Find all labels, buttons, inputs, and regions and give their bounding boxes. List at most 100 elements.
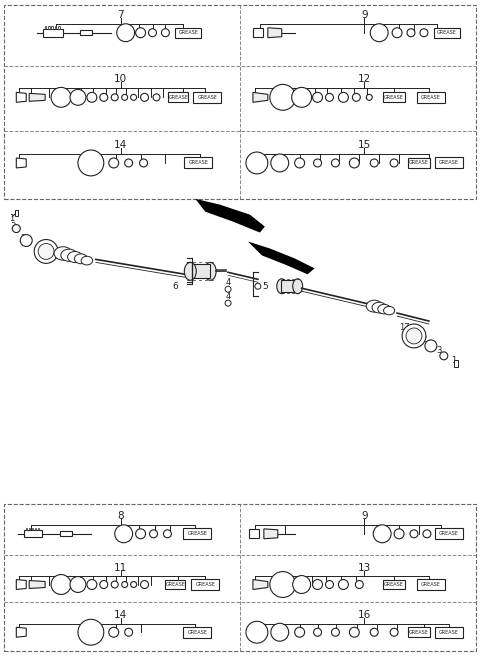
Bar — [435, 157, 463, 169]
Text: 9: 9 — [361, 511, 368, 521]
Circle shape — [370, 159, 378, 167]
Circle shape — [293, 575, 311, 594]
PathPatch shape — [195, 199, 265, 233]
Circle shape — [423, 530, 431, 538]
Circle shape — [111, 94, 118, 101]
Text: GREASE: GREASE — [384, 582, 404, 587]
Circle shape — [111, 581, 118, 588]
Circle shape — [136, 28, 145, 37]
Bar — [408, 158, 430, 168]
Circle shape — [390, 628, 398, 636]
Circle shape — [370, 24, 388, 42]
Ellipse shape — [184, 262, 196, 280]
Text: GREASE: GREASE — [197, 95, 217, 100]
Circle shape — [332, 159, 339, 167]
Circle shape — [313, 628, 322, 636]
Text: 9: 9 — [361, 10, 368, 20]
Polygon shape — [29, 581, 45, 588]
Circle shape — [292, 87, 312, 108]
Text: 2: 2 — [21, 234, 26, 243]
Circle shape — [270, 571, 296, 598]
Bar — [184, 157, 212, 169]
Bar — [4, 5, 476, 199]
Circle shape — [271, 154, 288, 172]
Circle shape — [352, 93, 360, 101]
Circle shape — [349, 627, 360, 637]
Circle shape — [402, 324, 426, 348]
Circle shape — [355, 581, 363, 588]
Bar — [51, 26, 53, 29]
Text: 3: 3 — [11, 222, 16, 231]
Polygon shape — [16, 627, 26, 637]
Polygon shape — [16, 158, 26, 168]
Bar — [35, 528, 36, 530]
Circle shape — [270, 85, 296, 110]
Circle shape — [325, 581, 334, 588]
Bar — [32, 528, 33, 530]
Circle shape — [125, 628, 132, 636]
Bar — [26, 528, 27, 530]
Ellipse shape — [68, 251, 82, 262]
Circle shape — [70, 577, 86, 592]
Circle shape — [420, 29, 428, 37]
Circle shape — [370, 628, 378, 636]
Ellipse shape — [293, 279, 302, 294]
Circle shape — [390, 159, 398, 167]
Circle shape — [109, 158, 119, 168]
Circle shape — [392, 28, 402, 37]
Bar — [249, 529, 259, 539]
Circle shape — [131, 94, 137, 100]
Circle shape — [164, 530, 171, 538]
Circle shape — [51, 575, 71, 594]
Circle shape — [117, 24, 134, 42]
Circle shape — [410, 530, 418, 538]
Bar — [43, 29, 63, 37]
Ellipse shape — [81, 256, 93, 265]
Circle shape — [332, 628, 339, 636]
Polygon shape — [268, 28, 282, 37]
Circle shape — [295, 158, 305, 168]
Text: 3: 3 — [436, 346, 442, 356]
Bar — [55, 26, 56, 29]
Circle shape — [100, 581, 108, 588]
Text: GREASE: GREASE — [188, 161, 208, 165]
Text: GREASE: GREASE — [168, 95, 188, 100]
Bar — [435, 528, 463, 539]
Text: GREASE: GREASE — [421, 582, 441, 587]
Text: 5: 5 — [262, 281, 268, 291]
Circle shape — [140, 159, 147, 167]
Circle shape — [440, 352, 448, 359]
Circle shape — [366, 94, 372, 100]
Polygon shape — [29, 93, 45, 101]
Text: 6: 6 — [172, 281, 178, 291]
Text: 4: 4 — [226, 292, 231, 300]
Circle shape — [141, 581, 148, 588]
Circle shape — [34, 239, 58, 263]
Ellipse shape — [384, 306, 395, 315]
Bar — [15, 210, 18, 216]
Text: 17: 17 — [399, 323, 409, 333]
Circle shape — [141, 93, 148, 101]
Ellipse shape — [61, 249, 77, 261]
Circle shape — [136, 529, 145, 539]
Circle shape — [338, 92, 348, 102]
Text: 1: 1 — [451, 356, 456, 365]
Text: GREASE: GREASE — [439, 630, 459, 635]
Bar — [434, 28, 460, 37]
Text: 2: 2 — [421, 335, 427, 344]
Circle shape — [246, 621, 268, 643]
Bar — [383, 92, 405, 102]
Circle shape — [271, 623, 288, 641]
Circle shape — [407, 29, 415, 37]
Bar — [168, 92, 188, 102]
Circle shape — [38, 243, 54, 259]
Text: 8: 8 — [118, 511, 124, 521]
Circle shape — [122, 94, 128, 100]
Bar — [60, 531, 72, 537]
Text: 16: 16 — [358, 610, 371, 621]
Bar — [24, 530, 42, 537]
Circle shape — [349, 158, 360, 168]
Text: 10: 10 — [114, 74, 127, 85]
Text: GREASE: GREASE — [166, 582, 185, 587]
Circle shape — [12, 224, 20, 233]
